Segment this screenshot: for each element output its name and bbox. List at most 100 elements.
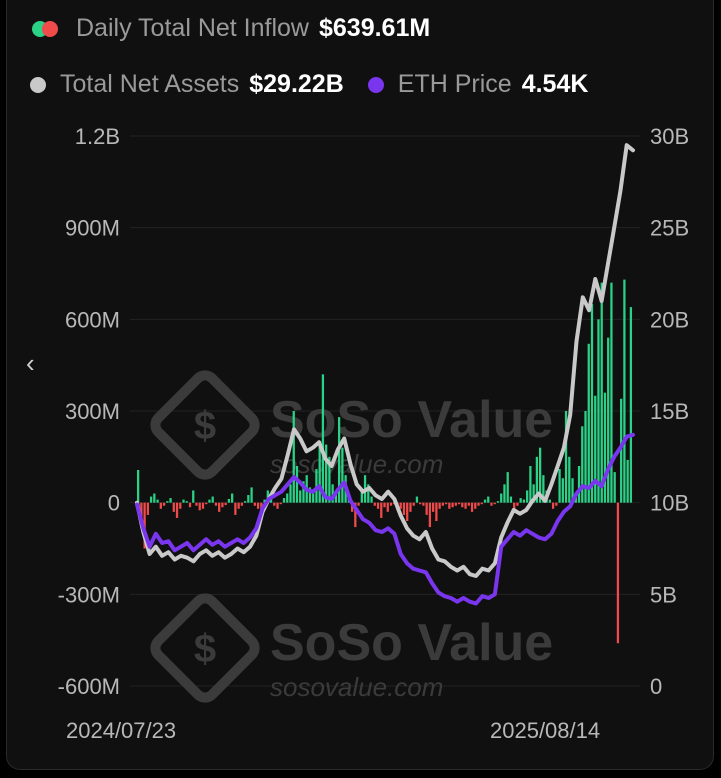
inflow-bar <box>308 487 312 503</box>
inflow-bar <box>581 426 584 503</box>
inflow-bar <box>503 484 506 503</box>
inflow-bar <box>448 502 451 509</box>
inflow-bar <box>166 501 169 503</box>
inflow-bar <box>289 484 292 503</box>
inflow-bar <box>496 501 500 503</box>
right-tick-label: 0 <box>650 674 662 699</box>
inflow-bar <box>422 502 425 506</box>
right-tick-label: 5B <box>650 582 677 607</box>
inflow-bar <box>149 496 153 503</box>
inflow-bar <box>399 502 402 509</box>
watermark-1: $ SoSo Value sosovalue.com <box>150 370 553 480</box>
inflow-bar <box>153 493 156 503</box>
inflow-bar <box>620 398 623 503</box>
inflow-bar <box>221 502 224 508</box>
right-tick-label: 15B <box>650 399 689 424</box>
inflow-bar <box>354 502 357 528</box>
inflow-bar <box>169 498 172 503</box>
inflow-bar <box>279 502 282 505</box>
inflow-bar <box>331 484 334 503</box>
left-tick-label: 900M <box>65 216 120 241</box>
inflow-bar <box>182 499 185 503</box>
inflow-bar <box>250 487 253 503</box>
inflow-bar <box>341 447 344 503</box>
inflow-bar <box>532 484 535 503</box>
inflow-bar <box>535 456 539 503</box>
inflow-bar <box>616 502 620 644</box>
inflow-bar <box>432 502 435 512</box>
series-lines <box>135 143 635 606</box>
inflow-bar <box>247 495 250 503</box>
inflow-bar <box>516 502 519 506</box>
svg-text:$: $ <box>194 627 216 671</box>
inflow-bar <box>380 502 383 518</box>
inflow-bar <box>188 502 192 508</box>
total-net-assets-line <box>135 143 635 578</box>
inflow-bar <box>162 502 166 506</box>
inflow-bar <box>237 502 240 509</box>
inflow-bar <box>610 282 613 503</box>
inflow-bar <box>337 417 341 503</box>
inflow-bar <box>231 493 234 503</box>
inflow-label: Daily Total Net Inflow <box>76 14 309 42</box>
inflow-bar <box>607 337 610 503</box>
inflow-bar <box>444 502 448 505</box>
inflow-bar <box>457 502 461 505</box>
right-axis-ticks: 30B 25B 20B 15B 10B 5B 0 <box>650 124 689 699</box>
left-axis-ticks: 1.2B 900M 600M 300M 0 -300M -600M <box>58 124 120 699</box>
inflow-bar <box>577 466 581 503</box>
inflow-bar <box>587 343 590 503</box>
legend-assets-price: Total Net Assets $29.22B ETH Price 4.54K <box>30 70 588 99</box>
inflow-bar <box>175 502 179 518</box>
eth-price-line <box>135 432 635 606</box>
inflow-bar <box>208 499 211 503</box>
x-end-label: 2025/08/14 <box>490 718 600 743</box>
inflow-bar <box>185 501 188 503</box>
inflow-bar <box>483 499 487 503</box>
left-tick-label: 300M <box>65 399 120 424</box>
inflow-bar <box>195 502 198 506</box>
inflow-bar <box>438 502 441 509</box>
right-tick-label: 20B <box>650 307 689 332</box>
inflow-bar <box>334 493 338 503</box>
left-tick-label: 600M <box>65 307 120 332</box>
inflow-legend-dot-icon <box>30 18 60 40</box>
inflow-bar <box>350 502 354 512</box>
inflow-bar <box>211 496 214 503</box>
inflow-bar <box>282 498 286 503</box>
inflow-bar <box>266 490 269 503</box>
inflow-bar <box>286 493 289 503</box>
inflow-bar <box>276 502 279 509</box>
inflow-bar <box>156 499 159 503</box>
inflow-bar <box>538 447 542 503</box>
right-tick-label: 10B <box>650 491 689 516</box>
inflow-bar <box>295 466 299 503</box>
inflow-bar <box>253 502 256 506</box>
inflow-bar <box>159 502 162 509</box>
inflow-bar <box>626 459 629 503</box>
inflow-bar <box>357 502 360 506</box>
inflow-bar <box>172 502 175 512</box>
inflow-bar <box>224 502 227 506</box>
inflow-bar <box>590 304 594 503</box>
inflow-bar <box>370 496 373 503</box>
inflow-bar <box>506 472 509 503</box>
inflow-bar <box>561 478 564 503</box>
inflow-bar <box>367 484 370 503</box>
inflow-bar <box>594 395 597 503</box>
watermarks: $ SoSo Value sosovalue.com $ SoSo Value … <box>150 370 553 703</box>
inflow-bar <box>461 502 464 508</box>
inflow-bar <box>312 493 315 503</box>
inflow-bar <box>386 502 389 512</box>
inflow-bar <box>558 469 561 503</box>
inflow-bar <box>519 498 522 503</box>
inflow-bar <box>526 490 529 503</box>
inflow-bar <box>214 502 218 506</box>
left-tick-label: 0 <box>108 491 120 516</box>
watermark-brand-2: SoSo Value <box>270 614 553 672</box>
chevron-left-icon[interactable]: ‹ <box>26 348 35 378</box>
inflow-bar <box>555 502 558 506</box>
watermark-url-1: sosovalue.com <box>270 449 443 479</box>
legend-inflow: Daily Total Net Inflow $639.61M <box>30 14 430 43</box>
inflow-bar <box>467 502 470 506</box>
